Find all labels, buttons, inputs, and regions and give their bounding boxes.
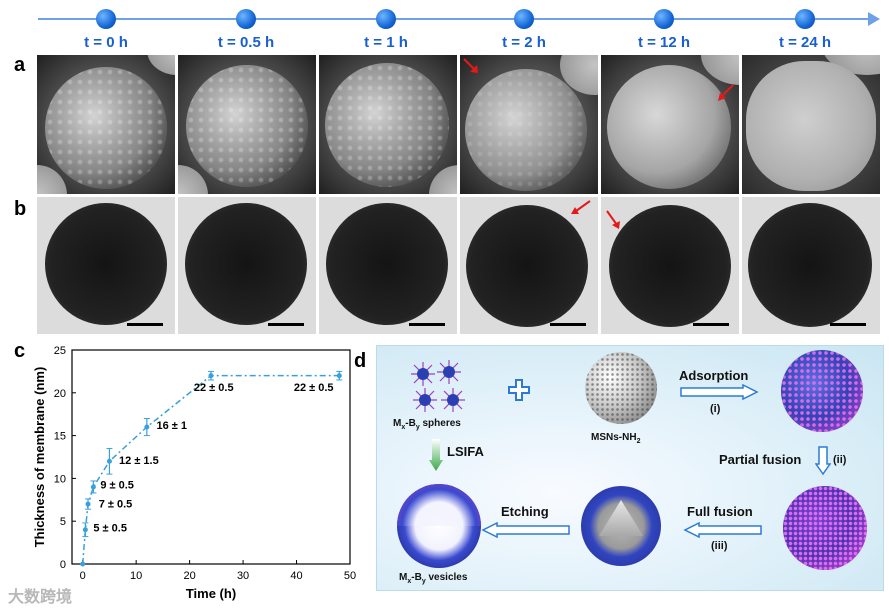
chart-series xyxy=(80,370,343,567)
arrow-right-icon xyxy=(680,384,759,400)
panel-label-a: a xyxy=(14,54,26,76)
sem-image-12h xyxy=(601,55,739,194)
y-axis-label: Thickness of membrane (nm) xyxy=(32,367,47,548)
fused-sphere-icon xyxy=(783,486,867,570)
plot-frame xyxy=(71,349,351,565)
data-point xyxy=(82,527,88,533)
adsorbed-sphere-icon xyxy=(781,350,863,432)
data-label: 5 ± 0.5 xyxy=(93,522,127,534)
tem-image-2h xyxy=(460,197,598,334)
chart-labels: 5 ± 0.5 7 ± 0.5 9 ± 0.5 12 ± 1.5 16 ± 1 22 ± … xyxy=(93,382,333,534)
data-point xyxy=(144,424,150,430)
red-arrow-icon xyxy=(571,200,591,214)
cutaway-sphere-icon xyxy=(581,486,661,566)
watermark-text: 大数跨境 xyxy=(8,589,73,606)
vesicles-label: Mx-By vesicles xyxy=(399,572,468,585)
timeline-label: t = 1 h xyxy=(364,34,408,51)
partial-fusion-label: Partial fusion xyxy=(719,452,802,467)
timeline-dot xyxy=(96,9,116,29)
data-label: 9 ± 0.5 xyxy=(100,480,134,492)
chart-axes: 0 10 20 30 40 50 0 5 10 15 20 25 Time (h) Thickness o… xyxy=(32,345,356,601)
timeline-label: t = 0 h xyxy=(84,34,128,51)
timeline-arrowhead xyxy=(868,12,880,26)
data-label: 12 ± 1.5 xyxy=(119,455,159,467)
panel-label-b: b xyxy=(14,198,27,220)
red-arrow-icon xyxy=(718,84,734,101)
sem-image-2h xyxy=(460,55,598,194)
arrow-left-icon xyxy=(481,522,570,538)
data-label: 7 ± 0.5 xyxy=(99,499,133,511)
sem-image-0h xyxy=(37,55,175,194)
y-tick-label: 15 xyxy=(54,431,66,443)
star-spheres-icon xyxy=(411,360,465,412)
timeline-axis xyxy=(38,18,874,20)
arrow-left-icon xyxy=(683,522,762,538)
y-tick-label: 10 xyxy=(54,473,66,485)
lsifa-label: LSIFA xyxy=(447,444,484,459)
arrow-down-green-icon xyxy=(429,439,443,471)
timeline-dot xyxy=(376,9,396,29)
x-tick-label: 0 xyxy=(80,570,86,582)
timeline-label: t = 24 h xyxy=(778,34,832,51)
y-tick-label: 0 xyxy=(60,559,66,571)
y-tick-label: 20 xyxy=(54,388,66,400)
vesicle-icon xyxy=(397,484,481,568)
data-point xyxy=(106,458,112,464)
sem-image-24h xyxy=(742,55,880,194)
timeline-label: t = 0.5 h xyxy=(217,34,275,51)
panel-label-d: d xyxy=(354,350,367,372)
timeline-dot xyxy=(654,9,674,29)
step-ii-label: (ii) xyxy=(833,454,847,466)
timeline-label: t = 12 h xyxy=(637,34,691,51)
step-iii-label: (iii) xyxy=(711,540,728,552)
data-point xyxy=(336,373,342,379)
tem-image-0.5h xyxy=(178,197,316,334)
x-tick-label: 10 xyxy=(130,570,142,582)
step-i-label: (i) xyxy=(710,403,721,415)
tem-image-12h xyxy=(601,197,739,334)
tem-image-1h xyxy=(319,197,457,334)
y-tick-label: 5 xyxy=(60,516,66,528)
x-tick-label: 50 xyxy=(344,570,356,582)
data-point xyxy=(80,561,86,567)
panel-label-c: c xyxy=(14,340,26,362)
data-point xyxy=(90,484,96,490)
membrane-thickness-chart: 0 10 20 30 40 50 0 5 10 15 20 25 Time (h) Thickness o… xyxy=(32,345,356,601)
etching-label: Etching xyxy=(501,504,549,519)
data-label: 22 ± 0.5 xyxy=(294,382,334,394)
tem-image-0h xyxy=(37,197,175,334)
timeline-dot xyxy=(236,9,256,29)
data-label: 16 ± 1 xyxy=(156,420,187,432)
timeline-dot xyxy=(795,9,815,29)
spheres-label: Mx-By spheres xyxy=(393,418,461,431)
red-arrow-icon xyxy=(606,210,620,229)
x-tick-label: 30 xyxy=(237,570,249,582)
full-fusion-label: Full fusion xyxy=(687,504,753,519)
adsorption-label: Adsorption xyxy=(679,368,749,383)
sem-image-1h xyxy=(319,55,457,194)
timeline-dot xyxy=(514,9,534,29)
tem-image-24h xyxy=(742,197,880,334)
data-label: 22 ± 0.5 xyxy=(194,382,234,394)
y-tick-label: 25 xyxy=(54,345,66,357)
msns-sphere-icon xyxy=(585,352,657,424)
timeline-label: t = 2 h xyxy=(502,34,546,51)
mechanism-diagram: Mx-By spheres MSNs-NH2 Adsorption (i) Pa… xyxy=(376,345,884,591)
arrow-down-icon xyxy=(815,446,831,476)
x-axis-label: Time (h) xyxy=(186,586,236,601)
data-point xyxy=(85,501,91,507)
x-tick-label: 40 xyxy=(290,570,302,582)
red-arrow-icon xyxy=(463,58,478,73)
data-point xyxy=(208,373,214,379)
sem-image-0.5h xyxy=(178,55,316,194)
series-line xyxy=(81,374,340,565)
plus-icon xyxy=(508,379,530,401)
msns-label: MSNs-NH2 xyxy=(591,432,641,445)
x-tick-label: 20 xyxy=(183,570,195,582)
